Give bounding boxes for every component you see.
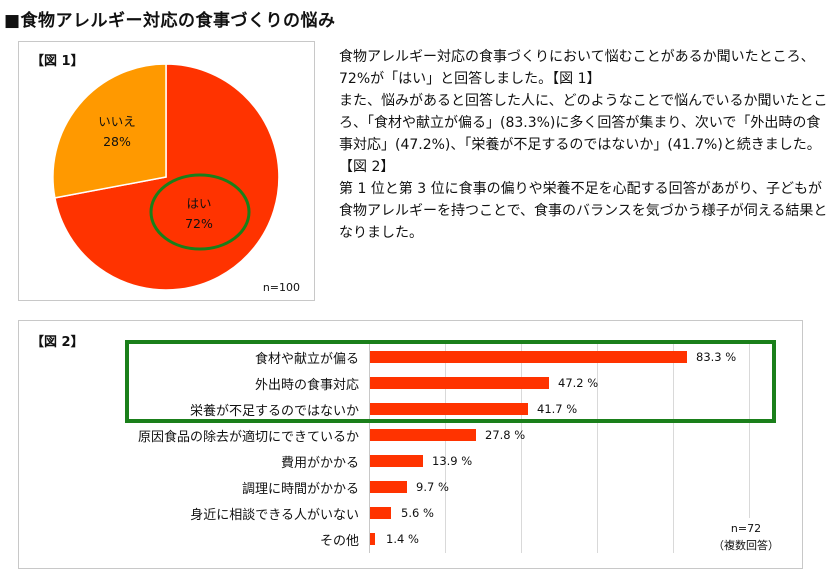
gridline-60 [597, 343, 598, 553]
highlight-ellipse [149, 173, 251, 251]
bar [370, 481, 407, 493]
figure2-panel: 【図 2】 食材や献立が偏る 外出時の食事対応 栄養が不足するのではないか 原因… [18, 320, 803, 569]
gridline-20 [445, 343, 446, 553]
bar [370, 429, 476, 441]
pie-label-yes-value: 72% [185, 216, 213, 231]
bar-value: 1.4 % [386, 532, 419, 546]
bar [370, 403, 528, 415]
page-heading: ■食物アレルギー対応の食事づくりの悩み [4, 11, 336, 31]
bar [370, 377, 549, 389]
figure2-label: 【図 2】 [31, 335, 84, 350]
bar [370, 533, 375, 545]
category-label: 調理に時間がかかる [241, 482, 359, 497]
figure1-sample-size: n=100 [262, 281, 300, 294]
bar-value: 5.6 % [401, 506, 434, 520]
gridline-100 [749, 343, 750, 518]
description-text: 食物アレルギー対応の食事づくりにおいて悩むことがあるか聞いたところ、72%が「は… [339, 46, 834, 244]
bar-value: 41.7 % [537, 402, 578, 416]
bar [370, 351, 687, 363]
gridline-80 [673, 343, 674, 553]
bar-value: 9.7 % [416, 480, 449, 494]
highlight-box [125, 340, 776, 423]
category-label: 身近に相談できる人がいない [190, 508, 359, 523]
figure2-multiple-answer-note: （複数回答） [713, 539, 779, 552]
figure2-sample-note: n=72 （複数回答） [711, 520, 781, 554]
pie-label-yes-text: はい [186, 196, 212, 211]
bar-value: 27.8 % [485, 428, 526, 442]
pie-label-no: いいえ 28% [87, 112, 147, 152]
category-label: 費用がかかる [280, 456, 359, 471]
category-label: 原因食品の除去が適切にできているか [137, 430, 359, 445]
y-axis-line [369, 343, 370, 553]
gridline-40 [521, 343, 522, 553]
bar [370, 507, 391, 519]
bar-value: 83.3 % [696, 350, 737, 364]
category-label: その他 [319, 534, 359, 549]
bar-value: 13.9 % [432, 454, 473, 468]
description-paragraph-3: 第 1 位と第 3 位に食事の偏りや栄養不足を心配する回答があがり、子どもが食物… [339, 181, 828, 241]
description-paragraph-2: また、悩みがあると回答した人に、どのようなことで悩んでいるか聞いたところ、「食材… [339, 93, 828, 175]
figure1-label: 【図 1】 [31, 54, 84, 69]
pie-slice-no [52, 63, 167, 199]
bar-value: 47.2 % [558, 376, 599, 390]
pie-chart [52, 63, 280, 291]
pie-label-yes: はい 72% [169, 194, 229, 234]
bar [370, 455, 423, 467]
pie-label-no-text: いいえ [98, 114, 136, 129]
pie-label-no-value: 28% [103, 134, 131, 149]
pie-slice-yes [54, 63, 280, 291]
category-label: 食材や献立が偏る [254, 352, 359, 367]
category-labels: 食材や献立が偏る 外出時の食事対応 栄養が不足するのではないか 原因食品の除去が… [19, 321, 359, 568]
description-paragraph-1: 食物アレルギー対応の食事づくりにおいて悩むことがあるか聞いたところ、72%が「は… [339, 49, 815, 87]
figure2-sample-size: n=72 [730, 522, 762, 535]
figure1-panel: 【図 1】 いいえ 28% はい 72% n=100 [18, 41, 315, 301]
category-label: 栄養が不足するのではないか [189, 404, 359, 419]
category-label: 外出時の食事対応 [254, 378, 359, 393]
